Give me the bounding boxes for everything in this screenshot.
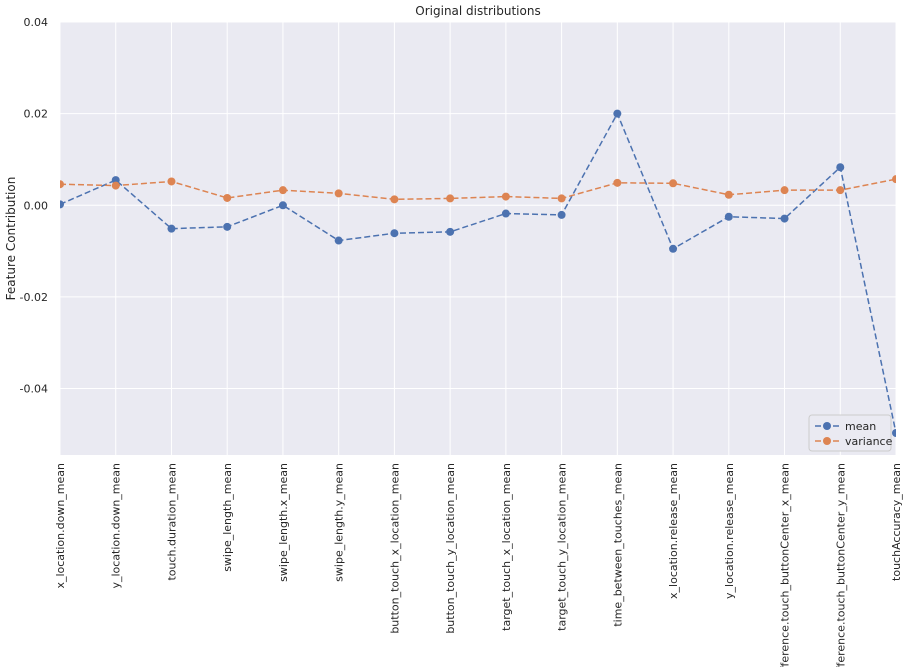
series-line-mean bbox=[60, 111, 896, 434]
x-tick-label: touchAccuracy_mean bbox=[890, 463, 903, 581]
y-tick-label: -0.04 bbox=[20, 383, 48, 396]
legend-item-mean: mean bbox=[815, 420, 876, 433]
y-tick-labels: 0.04 0.02 0.00 -0.02 -0.04 bbox=[20, 16, 48, 396]
legend-marker bbox=[823, 437, 831, 445]
x-tick-label: x_location.release_mean bbox=[667, 463, 680, 599]
x-tick-label: swipe_length.y_mean bbox=[333, 463, 346, 582]
x-tick-label: swipe_length_mean bbox=[221, 463, 234, 572]
x-tick-label: target_touch_x_location_mean bbox=[500, 463, 513, 631]
data-point-variance bbox=[334, 189, 343, 198]
x-tick-label: y_location.down_mean bbox=[110, 463, 123, 589]
x-tick-label: x_location.down_mean bbox=[54, 463, 67, 589]
data-point-mean bbox=[780, 214, 789, 223]
chart-title: Original distributions bbox=[415, 4, 540, 18]
data-point-mean bbox=[501, 209, 510, 218]
x-tick-label: difference.touch_buttonCenter_x_mean bbox=[779, 463, 792, 667]
y-tick-label: -0.02 bbox=[20, 291, 48, 304]
x-tick-label: swipe_length.x_mean bbox=[277, 463, 290, 582]
data-point-mean bbox=[836, 163, 845, 172]
data-point-mean bbox=[223, 222, 232, 231]
data-point-variance bbox=[836, 186, 845, 195]
series-variance bbox=[60, 175, 896, 204]
series-layer bbox=[60, 109, 896, 438]
data-point-variance bbox=[557, 194, 566, 203]
y-tick-label: 0.04 bbox=[24, 16, 49, 29]
data-point-variance bbox=[613, 178, 622, 187]
series-line-variance bbox=[60, 178, 896, 201]
data-point-mean bbox=[390, 229, 399, 238]
data-point-mean bbox=[334, 236, 343, 245]
x-tick-label: difference.touch_buttonCenter_y_mean bbox=[834, 463, 847, 667]
data-point-variance bbox=[111, 181, 120, 190]
data-point-variance bbox=[60, 180, 64, 189]
data-point-variance bbox=[724, 190, 733, 199]
data-point-variance bbox=[167, 177, 176, 186]
data-point-mean bbox=[613, 109, 622, 118]
y-axis-label: Feature Contribution bbox=[4, 177, 18, 301]
data-point-mean bbox=[167, 224, 176, 233]
data-point-variance bbox=[223, 193, 232, 202]
data-point-variance bbox=[390, 195, 399, 204]
data-point-variance bbox=[278, 186, 287, 195]
x-tick-label: y_location.release_mean bbox=[723, 463, 736, 599]
data-point-mean bbox=[724, 212, 733, 221]
data-point-mean bbox=[278, 201, 287, 210]
data-point-variance bbox=[892, 175, 896, 184]
data-point-mean bbox=[892, 429, 896, 438]
legend-item-variance: variance bbox=[815, 435, 893, 448]
y-tick-label: 0.02 bbox=[24, 108, 49, 121]
x-tick-labels: x_location.down_mean y_location.down_mean… bbox=[54, 463, 903, 667]
x-tick-label: button_touch_x_location_mean bbox=[388, 463, 401, 634]
data-point-variance bbox=[446, 194, 455, 203]
data-point-mean bbox=[111, 176, 120, 185]
x-tick-label: touch.duration_mean bbox=[165, 463, 178, 581]
legend-label: mean bbox=[845, 420, 876, 433]
data-point-variance bbox=[780, 186, 789, 195]
x-tick-label: time_between_touches_mean bbox=[611, 463, 624, 627]
x-tick-label: target_touch_y_location_mean bbox=[556, 463, 569, 631]
data-point-variance bbox=[669, 179, 678, 188]
data-point-mean bbox=[557, 210, 566, 219]
x-tick-label: button_touch_y_location_mean bbox=[444, 463, 457, 634]
grid-lines bbox=[59, 21, 897, 455]
legend-label: variance bbox=[845, 435, 893, 448]
data-point-variance bbox=[501, 192, 510, 201]
series-mean bbox=[60, 109, 896, 438]
y-tick-label: 0.00 bbox=[24, 199, 49, 212]
legend-marker bbox=[823, 422, 831, 430]
data-point-mean bbox=[446, 227, 455, 236]
data-point-mean bbox=[60, 200, 64, 209]
legend: mean variance bbox=[808, 414, 893, 452]
plot-background bbox=[60, 22, 896, 455]
data-point-mean bbox=[669, 244, 678, 253]
